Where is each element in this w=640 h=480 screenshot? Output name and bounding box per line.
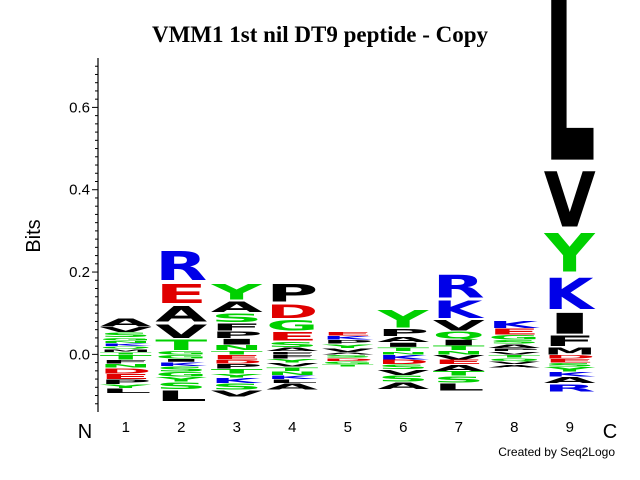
logo-letter-r: R [544, 383, 596, 394]
logo-letter-t: T [322, 364, 374, 367]
chart-title: VMM1 1st nil DT9 peptide - Copy [152, 22, 489, 47]
position-label: 2 [177, 419, 185, 436]
logo-letter-a: A [266, 383, 318, 392]
y-tick-label: 0.0 [69, 346, 90, 363]
c-terminus-label: C [603, 421, 617, 443]
n-terminus-label: N [78, 421, 92, 443]
logo-letter-a: A [377, 381, 429, 391]
y-axis: 0.0 0.2 0.4 0.6 [69, 58, 98, 412]
position-label: 6 [399, 419, 407, 436]
letter-stacks: AVSGNKQMTTFNDEPYLREAVTGGIKSGYSLYASFPINTE… [99, 0, 597, 405]
position-label: 9 [566, 419, 574, 436]
position-label: 8 [510, 419, 518, 436]
position-labels: 1 2 3 4 5 6 7 8 9 [122, 419, 574, 436]
logo-letter-l: L [155, 388, 207, 405]
y-tick-label: 0.2 [69, 264, 90, 281]
logo-letter-l: L [433, 382, 485, 393]
logo-letter-v: V [211, 389, 263, 398]
y-axis-label: Bits [23, 219, 45, 252]
y-tick-label: 0.6 [69, 99, 90, 116]
credit-text: Created by Seq2Logo [498, 445, 615, 459]
position-label: 3 [233, 419, 241, 436]
position-label: 4 [288, 419, 296, 436]
y-tick-label: 0.4 [69, 182, 90, 199]
logo-letter-l: L [100, 388, 152, 395]
position-label: 1 [122, 419, 130, 436]
position-label: 7 [455, 419, 463, 436]
logo-letter-a: A [488, 364, 540, 368]
position-label: 5 [344, 419, 352, 436]
